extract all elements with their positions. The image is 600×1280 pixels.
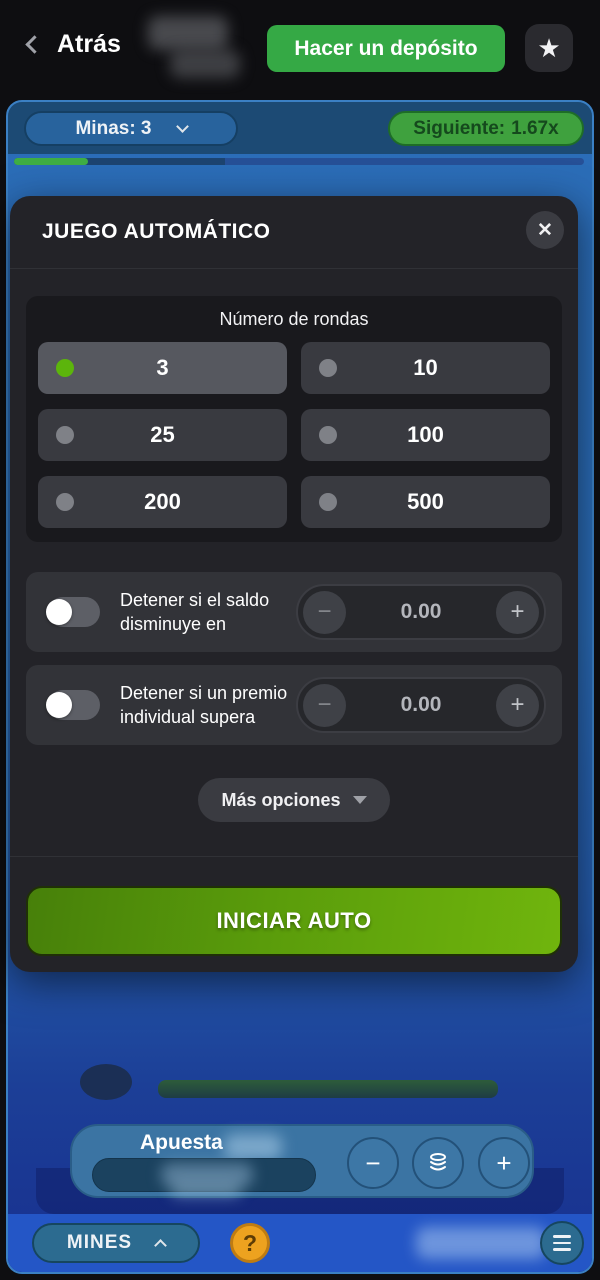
top-bar: Atrás Hacer un depósito ★: [0, 0, 600, 100]
radio-dot-icon: [56, 426, 74, 444]
rounds-section: Número de rondas 3 10 25 100 200 500: [26, 296, 562, 542]
bet-increase-button[interactable]: +: [478, 1137, 530, 1189]
back-chevron-icon: [25, 35, 44, 54]
plus-icon: +: [510, 691, 525, 718]
coins-icon: [430, 1153, 446, 1171]
blurred-bet-value: [161, 1163, 253, 1187]
toggle-knob: [46, 692, 72, 718]
obscured-game-element: [80, 1064, 132, 1100]
modal-title: JUEGO AUTOMÁTICO: [42, 220, 271, 243]
radio-dot-icon: [56, 493, 74, 511]
round-progress-fill: [14, 158, 89, 165]
bet-decrease-button[interactable]: −: [347, 1137, 399, 1189]
next-label: Siguiente:: [413, 117, 506, 139]
rounds-option-25[interactable]: 25: [38, 409, 287, 461]
radio-dot-icon: [56, 359, 74, 377]
stop-loss-value[interactable]: 0.00: [400, 600, 442, 623]
stepper-decrease-button[interactable]: −: [303, 683, 346, 727]
stop-loss-label: Detener si el saldo disminuye en: [120, 590, 270, 634]
back-label: Atrás: [57, 30, 121, 58]
stop-loss-stepper: − 0.00 +: [296, 584, 546, 640]
bet-panel: Apuesta − +: [70, 1124, 534, 1198]
mines-count-dropdown[interactable]: Minas: 3: [24, 111, 238, 146]
stepper-increase-button[interactable]: +: [496, 683, 539, 727]
blurred-currency: [224, 1134, 282, 1160]
game-header: Minas: 3 Siguiente: 1.67x: [8, 102, 592, 154]
radio-dot-icon: [319, 426, 337, 444]
stop-win-toggle[interactable]: [46, 690, 100, 720]
bottom-bar: MINES ?: [8, 1214, 592, 1272]
divider: [10, 856, 578, 857]
blurred-balance: [416, 1227, 546, 1259]
chevron-up-icon: [154, 1239, 167, 1252]
bet-presets-button[interactable]: [412, 1137, 464, 1189]
toggle-knob: [46, 599, 72, 625]
plus-icon: +: [510, 598, 525, 625]
minus-icon: −: [317, 598, 332, 625]
obscured-game-element: [158, 1080, 498, 1098]
rounds-option-3[interactable]: 3: [38, 342, 287, 394]
rounds-option-200[interactable]: 200: [38, 476, 287, 528]
auto-play-modal: JUEGO AUTOMÁTICO ✕ Número de rondas 3 10…: [10, 196, 578, 972]
bet-amount-input[interactable]: [92, 1158, 316, 1197]
next-multiplier-badge: Siguiente: 1.67x: [388, 111, 584, 146]
blurred-bet-value: [171, 1183, 241, 1197]
stop-win-value[interactable]: 0.00: [400, 693, 442, 716]
menu-button[interactable]: [540, 1221, 584, 1265]
close-button[interactable]: ✕: [526, 211, 564, 249]
blurred-account-info: [148, 16, 228, 50]
start-auto-button[interactable]: INICIAR AUTO: [26, 886, 562, 956]
star-icon: ★: [537, 33, 561, 63]
blurred-account-info: [170, 50, 240, 78]
minus-icon: −: [365, 1147, 381, 1178]
stop-loss-row: Detener si el saldo disminuye en − 0.00 …: [26, 572, 562, 652]
help-button[interactable]: ?: [230, 1223, 270, 1263]
game-name-label: MINES: [66, 1232, 133, 1253]
more-options-button[interactable]: Más opciones: [198, 778, 390, 822]
stop-win-stepper: − 0.00 +: [296, 677, 546, 733]
stepper-increase-button[interactable]: +: [496, 590, 539, 634]
favorite-button[interactable]: ★: [525, 24, 573, 72]
stop-win-label: Detener si un premio individual supera: [120, 683, 288, 727]
stop-win-row: Detener si un premio individual supera −…: [26, 665, 562, 745]
menu-icon: [553, 1235, 571, 1238]
plus-icon: +: [496, 1147, 512, 1178]
minus-icon: −: [317, 691, 332, 718]
rounds-option-100[interactable]: 100: [301, 409, 550, 461]
back-button[interactable]: Atrás: [25, 30, 121, 59]
chevron-down-icon: [175, 120, 189, 133]
stop-loss-toggle[interactable]: [46, 597, 100, 627]
rounds-option-500[interactable]: 500: [301, 476, 550, 528]
divider: [10, 268, 578, 269]
stepper-decrease-button[interactable]: −: [303, 590, 346, 634]
caret-down-icon: [352, 796, 367, 804]
radio-dot-icon: [319, 359, 337, 377]
deposit-button[interactable]: Hacer un depósito: [267, 25, 505, 72]
radio-dot-icon: [319, 493, 337, 511]
rounds-section-title: Número de rondas: [219, 309, 369, 329]
bet-label: Apuesta: [140, 1131, 223, 1154]
next-value: 1.67x: [511, 117, 559, 139]
game-selector-dropdown[interactable]: MINES: [32, 1223, 200, 1263]
mines-count-label: Minas: 3: [75, 117, 152, 139]
question-icon: ?: [242, 1229, 258, 1256]
rounds-option-10[interactable]: 10: [301, 342, 550, 394]
close-icon: ✕: [537, 219, 553, 241]
round-progress-bar: [14, 158, 584, 165]
